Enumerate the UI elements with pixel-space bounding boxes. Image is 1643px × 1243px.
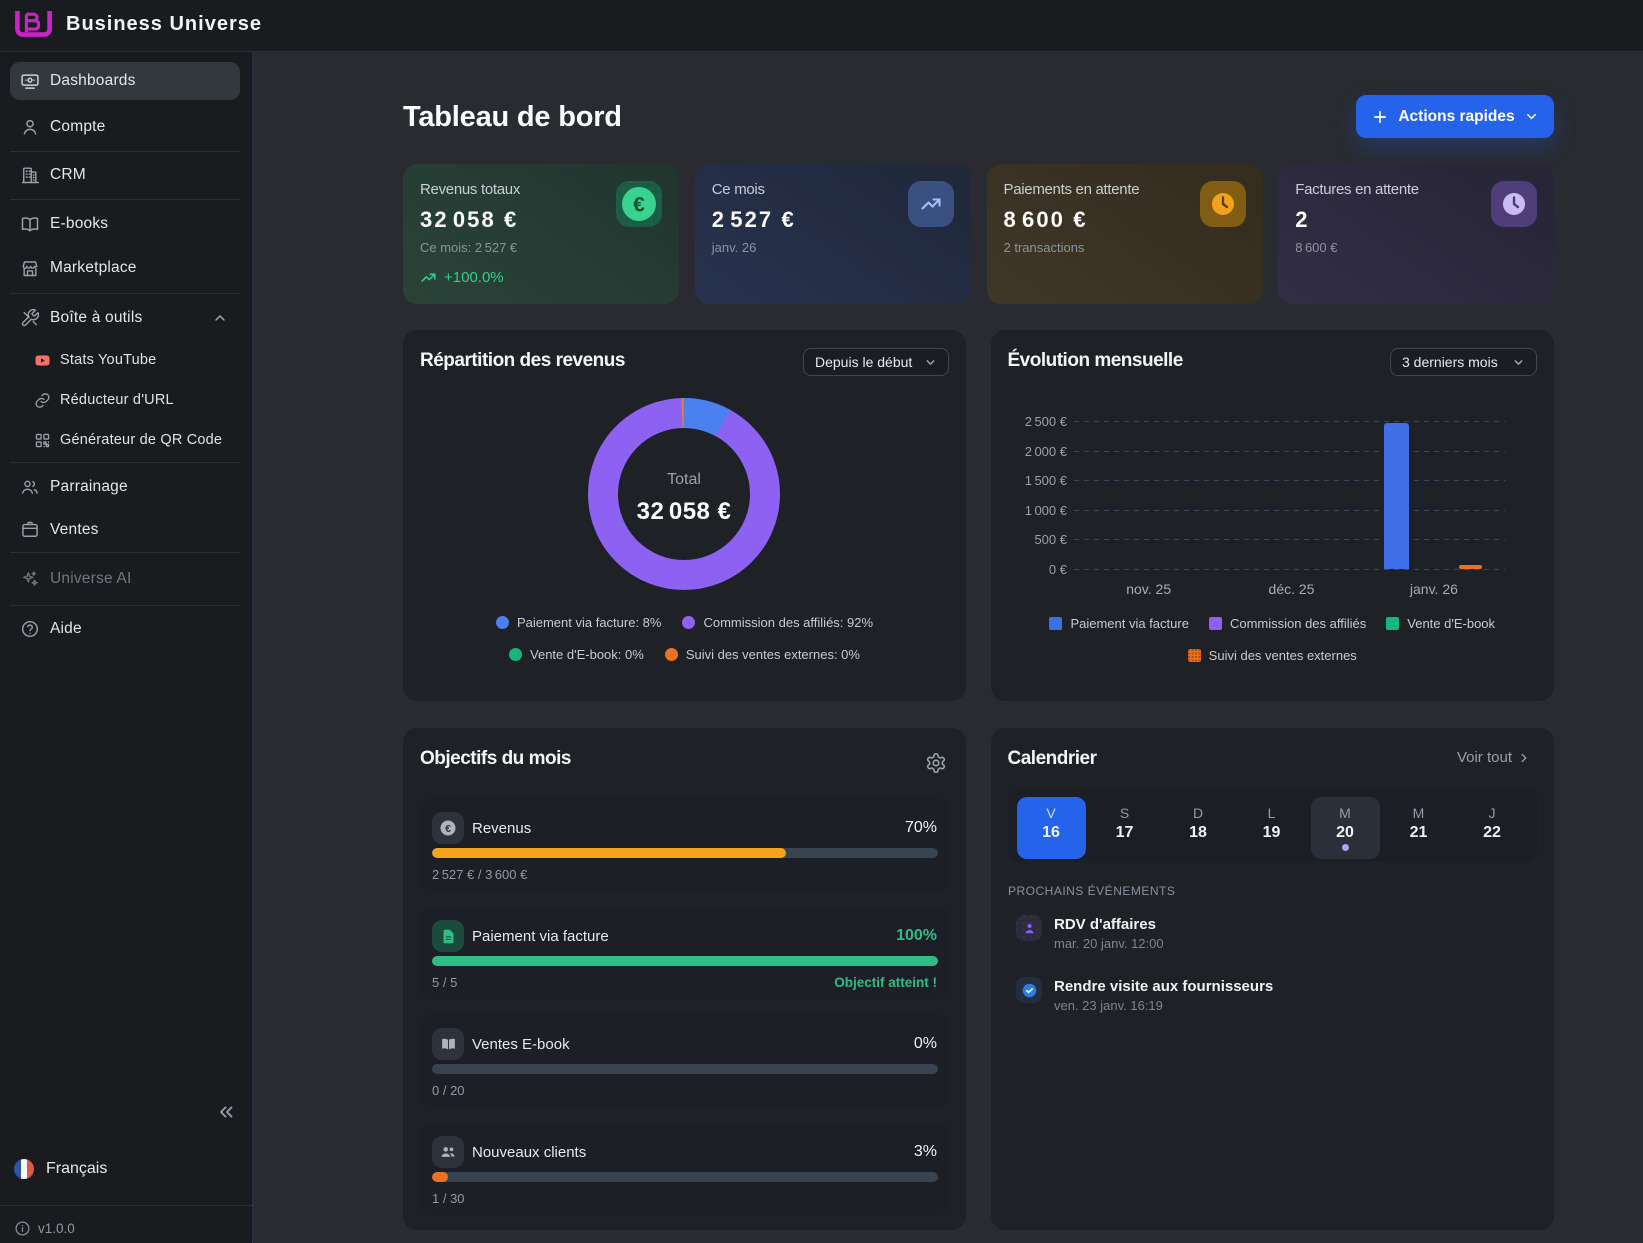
svg-text:€: € xyxy=(633,194,645,217)
svg-text:€: € xyxy=(445,823,451,835)
